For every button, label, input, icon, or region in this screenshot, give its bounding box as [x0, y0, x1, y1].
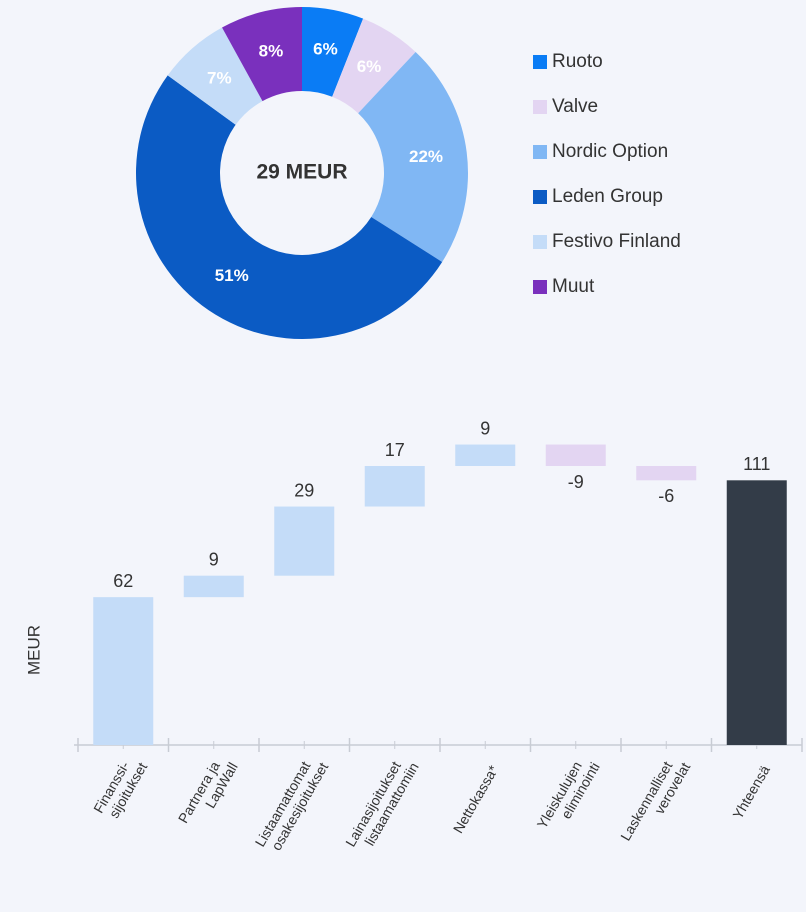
donut-slice	[222, 7, 302, 102]
legend-label: Leden Group	[552, 186, 663, 207]
slice-label: 6%	[313, 40, 338, 59]
legend-label: Nordic Option	[552, 141, 668, 162]
slice-label: 22%	[409, 147, 443, 166]
legend-swatch	[533, 55, 547, 69]
legend-label: Festivo Finland	[552, 231, 681, 252]
y-axis-label: MEUR	[24, 625, 43, 675]
value-label: 17	[385, 440, 405, 460]
slice-label: 8%	[259, 41, 284, 60]
value-label: 62	[113, 571, 133, 591]
legend-swatch	[533, 235, 547, 249]
legend-swatch	[533, 145, 547, 159]
legend-swatch	[533, 280, 547, 294]
slice-label: 51%	[215, 266, 249, 285]
value-label: -9	[568, 472, 584, 492]
value-label: 29	[294, 480, 314, 500]
bar	[274, 506, 335, 576]
slice-label: 7%	[207, 69, 232, 88]
donut-slice	[302, 7, 364, 97]
value-label: -6	[658, 486, 674, 506]
donut-slice	[135, 75, 443, 340]
legend-swatch	[533, 190, 547, 204]
bar	[545, 444, 606, 466]
legend-label: Muut	[552, 276, 595, 297]
bar	[636, 466, 697, 481]
donut-center-label: 29 MEUR	[256, 161, 347, 184]
slice-label: 6%	[357, 57, 382, 76]
donut-slice	[358, 51, 468, 262]
bar	[93, 597, 154, 745]
legend-label: Ruoto	[552, 51, 603, 72]
bar	[455, 444, 516, 466]
donut-slice	[167, 27, 263, 125]
bar	[726, 480, 787, 745]
bar	[364, 466, 425, 507]
value-label: 9	[209, 549, 219, 569]
legend-swatch	[533, 100, 547, 114]
donut-slice	[332, 18, 416, 114]
bar	[183, 575, 244, 598]
value-label: 9	[480, 418, 490, 438]
value-label: 111	[743, 454, 770, 474]
legend-label: Valve	[552, 96, 598, 117]
